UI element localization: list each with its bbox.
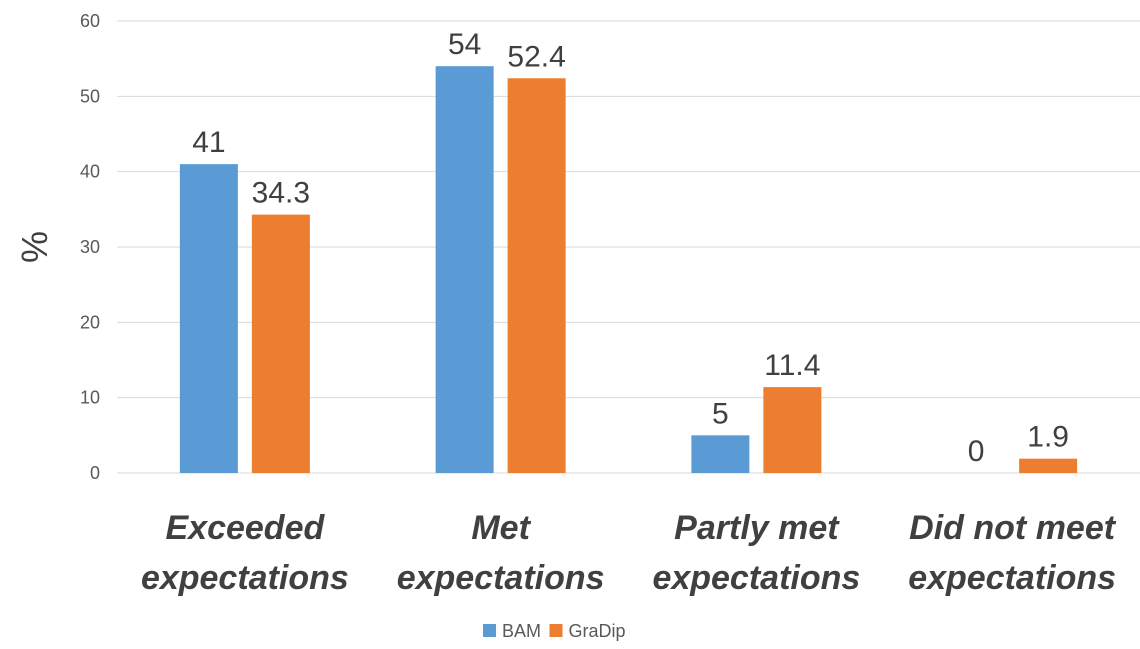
bar-bam (179, 164, 238, 473)
data-labels: 41 34.3 54 52.4 5 11.4 0 1.9 (192, 28, 1069, 468)
y-axis-label: % (14, 231, 55, 263)
data-label: 41 (192, 126, 225, 159)
y-tick-label: 0 (90, 463, 100, 483)
y-axis-ticks: 0 10 20 30 40 50 60 (80, 11, 100, 483)
category-label: Met expectations (397, 509, 605, 597)
data-label: 34.3 (252, 177, 310, 210)
legend-label: BAM (502, 621, 541, 641)
bar-gradip (763, 387, 822, 473)
category-label-line: expectations (141, 559, 349, 597)
category-label-line: expectations (908, 559, 1116, 597)
legend-swatch-gradip (549, 624, 563, 637)
y-tick-label: 50 (80, 86, 100, 106)
y-tick-label: 30 (80, 237, 100, 257)
category-label: Partly met expectations (652, 509, 860, 597)
category-label-line: Partly met (674, 509, 840, 547)
data-label: 52.4 (507, 40, 565, 73)
bar-gradip (1019, 458, 1078, 473)
category-label: Did not meet expectations (908, 509, 1117, 597)
bar-gradip (507, 78, 566, 474)
legend: BAM GraDip (483, 621, 626, 641)
data-label: 0 (968, 435, 985, 468)
category-label-line: Did not meet (909, 509, 1117, 547)
category-label-line: Met (471, 509, 531, 547)
data-label: 5 (712, 397, 729, 430)
y-tick-label: 20 (80, 312, 100, 332)
bar-gradip (251, 214, 310, 473)
category-label-line: Exceeded (165, 509, 325, 547)
data-label: 54 (448, 28, 481, 61)
data-label: 1.9 (1027, 421, 1069, 454)
bar-bam (691, 435, 750, 473)
legend-swatch-bam (483, 624, 496, 637)
y-tick-label: 40 (80, 162, 100, 182)
y-tick-label: 60 (80, 11, 100, 31)
category-label-line: expectations (652, 559, 860, 597)
category-label: Exceeded expectations (141, 509, 349, 597)
bar-bam (435, 66, 494, 473)
category-label-line: expectations (397, 559, 605, 597)
bars (179, 66, 1078, 474)
legend-label: GraDip (569, 621, 626, 641)
data-label: 11.4 (764, 349, 820, 382)
y-tick-label: 10 (80, 388, 100, 408)
